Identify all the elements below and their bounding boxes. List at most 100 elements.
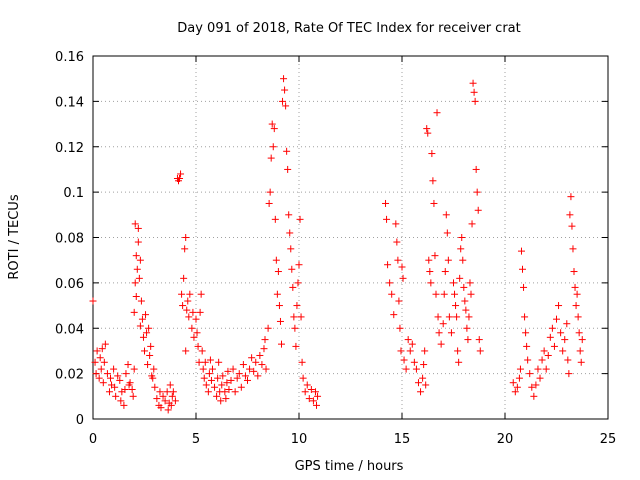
data-point (294, 279, 302, 287)
data-point (461, 297, 469, 305)
data-point (219, 372, 227, 380)
data-point (98, 345, 106, 353)
data-point (459, 256, 467, 264)
data-point (237, 383, 245, 391)
data-point (520, 283, 528, 291)
data-point (136, 256, 144, 264)
data-point (567, 193, 575, 201)
data-point (235, 370, 243, 378)
data-point (195, 358, 203, 366)
data-point (171, 397, 179, 405)
data-point (120, 401, 128, 409)
data-point (298, 358, 306, 366)
data-point (532, 381, 540, 389)
data-point (204, 388, 212, 396)
data-point (256, 351, 264, 359)
data-point (451, 290, 459, 298)
data-point (429, 177, 437, 185)
data-point (229, 365, 237, 373)
x-tick-label: 15 (394, 432, 411, 447)
data-point (516, 365, 524, 373)
data-point (454, 347, 462, 355)
data-point (542, 365, 550, 373)
data-point (452, 302, 460, 310)
data-point (178, 290, 186, 298)
data-point (196, 308, 204, 316)
data-point (193, 329, 201, 337)
data-point (246, 365, 254, 373)
grid-lines (93, 56, 608, 419)
data-point (197, 290, 205, 298)
data-point (130, 365, 138, 373)
data-point (270, 125, 278, 133)
data-point (265, 199, 273, 207)
data-point (116, 376, 124, 384)
data-point (201, 358, 209, 366)
data-point (208, 365, 216, 373)
data-point (134, 224, 142, 232)
data-point (214, 374, 222, 382)
data-point (272, 256, 280, 264)
data-point (128, 386, 136, 394)
data-point (217, 397, 225, 405)
data-point (279, 97, 287, 105)
data-point (540, 347, 548, 355)
data-point (476, 347, 484, 355)
data-point (200, 374, 208, 382)
data-point (576, 347, 584, 355)
data-point (130, 308, 138, 316)
data-point (93, 347, 101, 355)
data-point (442, 211, 450, 219)
data-point (131, 220, 139, 228)
data-point (141, 347, 148, 355)
data-point (215, 358, 223, 366)
data-point (186, 290, 194, 298)
data-point (511, 388, 519, 396)
data-point (456, 274, 464, 282)
data-point (179, 302, 187, 310)
data-point (134, 238, 142, 246)
data-point (185, 313, 193, 321)
data-point (568, 222, 576, 230)
data-point (441, 268, 449, 276)
data-point (112, 392, 120, 400)
data-point (143, 329, 151, 337)
data-point (268, 120, 276, 128)
data-point (293, 302, 301, 310)
data-point (447, 329, 455, 337)
data-point (509, 379, 517, 387)
data-point (303, 381, 311, 389)
data-point (254, 372, 262, 380)
data-point (561, 336, 569, 344)
data-point (271, 215, 279, 223)
data-point (291, 324, 299, 332)
data-point (574, 313, 582, 321)
data-point (445, 313, 453, 321)
x-tick-label: 25 (600, 432, 617, 447)
data-point (269, 143, 277, 151)
data-point (100, 358, 108, 366)
data-point (313, 401, 321, 409)
axis-ticks: 0 0.02 0.04 0.06 0.08 0.1 0.12 0.14 0.16 0 5 10 15 20… (55, 50, 616, 447)
data-point (382, 199, 390, 207)
data-point (513, 383, 521, 391)
data-point (412, 365, 420, 373)
data-point (400, 356, 408, 364)
data-point (163, 388, 171, 396)
data-point (437, 340, 445, 348)
y-tick-label: 0.06 (55, 277, 84, 292)
data-point (105, 388, 113, 396)
data-point (188, 324, 196, 332)
data-point (570, 268, 578, 276)
data-point (239, 361, 247, 369)
data-point (548, 324, 556, 332)
data-point (463, 324, 471, 332)
data-point (577, 358, 585, 366)
data-point (287, 245, 295, 253)
data-point (190, 333, 198, 341)
data-point (281, 86, 289, 94)
data-point (132, 292, 140, 300)
data-point (264, 324, 272, 332)
data-point (121, 386, 129, 394)
data-point (386, 279, 394, 287)
